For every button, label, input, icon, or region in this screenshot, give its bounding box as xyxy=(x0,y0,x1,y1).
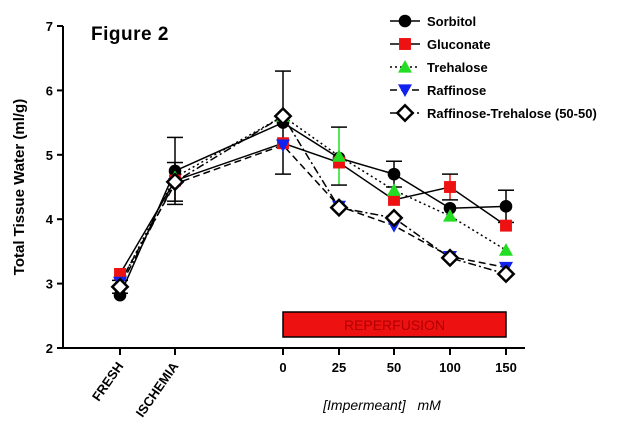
raffinose-trehalose-50-50-marker xyxy=(384,208,404,228)
x-tick-label: 150 xyxy=(495,360,517,375)
y-axis-label: Total Tissue Water (ml/g) xyxy=(11,99,28,275)
trehalose-marker xyxy=(499,243,513,256)
gluconate-marker xyxy=(388,193,400,206)
x-tick-label: 50 xyxy=(387,360,401,375)
gluconate-marker xyxy=(500,219,512,232)
legend-raffinose-trehalose-50-50-label: Raffinose-Trehalose (50-50) xyxy=(427,106,597,121)
y-tick-label: 6 xyxy=(46,83,53,98)
gluconate-marker xyxy=(114,267,126,280)
y-tick-label: 3 xyxy=(46,277,53,292)
x-axis-label-unit: mM xyxy=(418,397,442,413)
x-axis-label: [Impermeant] mM xyxy=(322,397,441,413)
y-tick-label: 2 xyxy=(46,341,53,356)
legend-raffinose-label: Raffinose xyxy=(427,83,486,98)
raffinose-trehalose-50-50-marker xyxy=(110,277,130,297)
reperfusion-bar xyxy=(282,311,507,338)
trehalose-marker xyxy=(387,183,401,196)
legend-trehalose-marker xyxy=(398,60,412,73)
x-tick-label: 0 xyxy=(279,360,286,375)
series-markers xyxy=(110,106,516,302)
sorbitol-marker xyxy=(499,200,513,213)
x-ticks: FRESH ISCHEMIA 0 25 50 100 150 xyxy=(89,348,517,420)
y-tick-label: 4 xyxy=(46,212,54,227)
x-tick-label: ISCHEMIA xyxy=(133,359,182,420)
legend: Sorbitol Gluconate Trehalose Raffinose Raffi… xyxy=(390,14,597,123)
raffinose-marker xyxy=(276,139,290,153)
legend-raffinose-marker xyxy=(398,84,412,97)
raffinose-trehalose-50-50-marker xyxy=(273,106,293,126)
trehalose-marker xyxy=(332,149,346,162)
reperfusion-band: REPERFUSION xyxy=(282,311,507,338)
chart-title: Figure 2 xyxy=(91,24,169,45)
sorbitol-marker xyxy=(443,201,457,215)
legend-sorbitol-marker xyxy=(398,14,412,28)
trehalose-marker xyxy=(443,208,457,222)
gluconate-marker xyxy=(333,156,345,169)
x-tick-label: FRESH xyxy=(89,359,127,404)
y-tick-label: 7 xyxy=(46,19,53,34)
reperfusion-label: REPERFUSION xyxy=(344,317,445,333)
legend-sorbitol-label: Sorbitol xyxy=(427,14,476,29)
x-tick-label: 100 xyxy=(439,360,461,375)
y-ticks: 2 3 4 5 6 7 xyxy=(46,19,63,356)
legend-gluconate-label: Gluconate xyxy=(427,37,491,52)
raffinose-trehalose-50-50-marker xyxy=(329,198,349,218)
legend-gluconate-marker xyxy=(399,38,411,50)
legend-trehalose-label: Trehalose xyxy=(427,60,488,75)
x-tick-label: 25 xyxy=(332,360,346,375)
raffinose-trehalose-50-50-marker xyxy=(165,172,185,192)
x-axis-label-quantity: [Impermeant] xyxy=(322,397,407,413)
gluconate-marker xyxy=(444,181,456,193)
raffinose-trehalose-50-50-marker xyxy=(440,248,460,268)
legend-raffinose-trehalose-50-50-marker xyxy=(395,103,415,123)
raffinose-trehalose-50-50-marker xyxy=(496,264,516,284)
sorbitol-marker xyxy=(387,167,401,181)
y-tick-label: 5 xyxy=(46,148,53,163)
axes xyxy=(62,26,525,349)
